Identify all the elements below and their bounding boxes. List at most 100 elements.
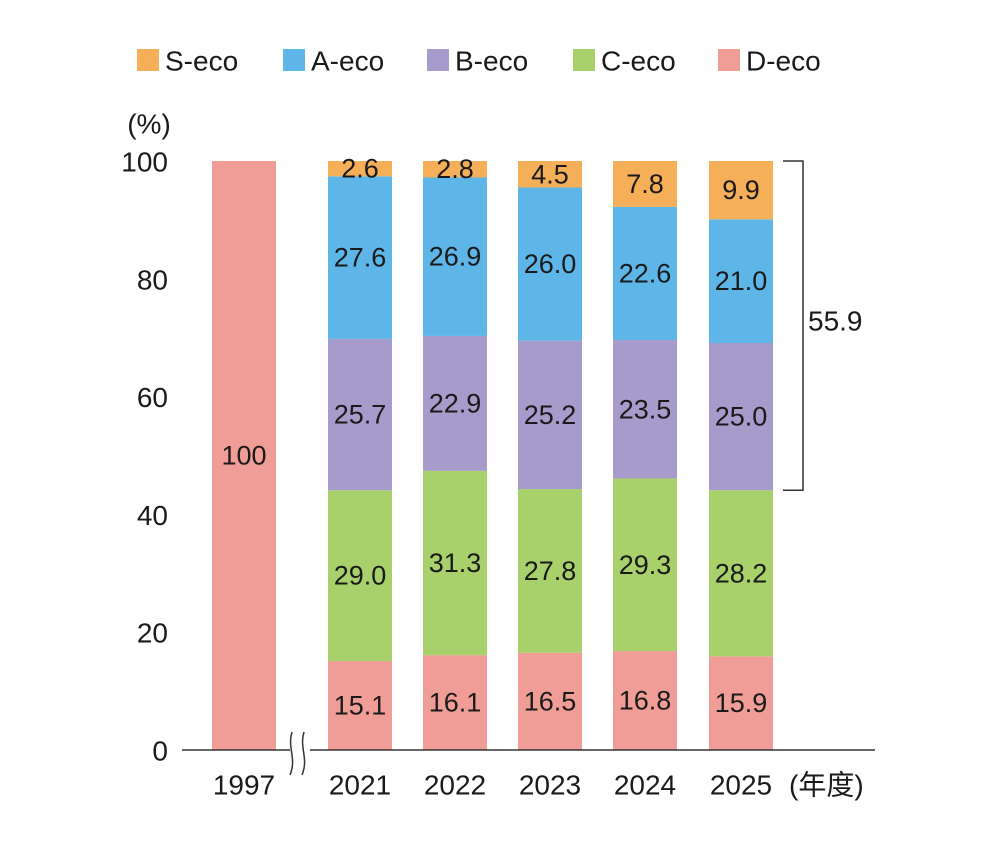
data-label: 28.2 <box>715 558 768 588</box>
data-label: 29.3 <box>619 550 672 580</box>
legend-item-b-eco: B-eco <box>427 46 528 77</box>
bar-2022: 16.1 31.3 22.9 26.9 2.8 <box>423 154 487 750</box>
bar-segment-s-eco <box>709 161 773 220</box>
data-label: 16.1 <box>429 688 482 718</box>
bar-segment-d-eco <box>613 651 677 750</box>
x-tick-label: 2025 <box>710 770 772 801</box>
bar-segment-a-eco <box>709 219 773 344</box>
data-label: 23.5 <box>619 394 672 424</box>
bar-segment-b-eco <box>518 340 582 490</box>
bar-segment-d-eco <box>328 661 392 750</box>
legend-label: C-eco <box>601 46 676 77</box>
annotations: 55.9 <box>783 160 863 492</box>
bar-segment-s-eco <box>423 161 487 178</box>
y-tick-label: 80 <box>137 264 168 295</box>
data-label: 29.0 <box>334 561 387 591</box>
bar-1997: 100 <box>212 161 276 750</box>
data-label: 15.1 <box>334 691 387 721</box>
legend-label: B-eco <box>455 46 528 77</box>
y-tick-label: 20 <box>137 618 168 649</box>
bar-segment-c-eco <box>423 470 487 656</box>
bar-2021: 15.1 29.0 25.7 27.6 2.6 <box>328 154 392 750</box>
legend-swatch <box>137 49 159 71</box>
y-axis-unit-label: (%) <box>127 109 171 140</box>
x-tick-label: 2022 <box>424 770 486 801</box>
bar-segment-c-eco <box>613 478 677 652</box>
x-tick-label: 1997 <box>213 770 275 801</box>
bar-segment-b-eco <box>709 343 773 491</box>
bar-segment-d-eco <box>212 161 276 750</box>
axis-break-gap <box>290 746 310 754</box>
bar-segment-c-eco <box>709 490 773 657</box>
y-axis: (%) 0 20 40 60 80 100 <box>121 109 170 767</box>
bars: 100 15.1 29.0 25.7 27.6 2.6 16.1 31.3 22.9 26.9 2.… <box>212 154 773 750</box>
bar-2025: 15.9 28.2 25.0 21.0 9.9 <box>709 161 773 750</box>
bar-segment-a-eco <box>423 177 487 336</box>
data-label: 25.0 <box>715 402 768 432</box>
bar-segment-d-eco <box>709 656 773 750</box>
data-label: 26.9 <box>429 242 482 272</box>
bar-segment-a-eco <box>518 187 582 341</box>
bar-2024: 16.8 29.3 23.5 22.6 7.8 <box>613 161 677 750</box>
data-label: 27.6 <box>334 243 387 273</box>
bar-2023: 16.5 27.8 25.2 26.0 4.5 <box>518 159 582 750</box>
x-tick-label: 2023 <box>519 770 581 801</box>
legend-swatch <box>283 49 305 71</box>
axis-break-mark <box>289 731 294 776</box>
bar-segment-b-eco <box>613 340 677 479</box>
data-label: 31.3 <box>429 548 482 578</box>
bar-segment-d-eco <box>423 655 487 750</box>
data-label: 22.6 <box>619 258 672 288</box>
data-label: 25.7 <box>334 400 387 430</box>
legend-label: S-eco <box>165 46 238 77</box>
data-label: 21.0 <box>715 266 768 296</box>
bar-segment-c-eco <box>518 489 582 653</box>
legend-item-c-eco: C-eco <box>573 46 676 77</box>
legend-label: A-eco <box>311 46 384 77</box>
data-label: 2.8 <box>436 154 474 184</box>
legend-item-d-eco: D-eco <box>718 46 821 77</box>
data-label: 22.9 <box>429 388 482 418</box>
y-tick-label: 40 <box>137 500 168 531</box>
legend-swatch <box>718 49 740 71</box>
data-label: 7.8 <box>626 169 664 199</box>
data-label: 25.2 <box>524 400 577 430</box>
data-label: 16.5 <box>524 686 577 716</box>
bar-segment-s-eco <box>328 161 392 177</box>
legend-swatch <box>573 49 595 71</box>
legend-item-a-eco: A-eco <box>283 46 384 77</box>
bracket-annotation: 55.9 <box>783 160 863 492</box>
data-label: 27.8 <box>524 556 577 586</box>
bar-segment-c-eco <box>328 490 392 662</box>
x-axis-unit-label: (年度) <box>789 770 864 801</box>
data-label: 16.8 <box>619 686 672 716</box>
bar-segment-d-eco <box>518 652 582 750</box>
legend-swatch <box>427 49 449 71</box>
data-label: 2.6 <box>341 154 379 184</box>
bar-segment-a-eco <box>613 206 677 341</box>
y-tick-label: 100 <box>121 147 168 178</box>
x-axis: 1997 2021 2022 2023 2024 2025 (年度) <box>182 731 875 801</box>
x-tick-label: 2021 <box>329 770 391 801</box>
legend: S-eco A-eco B-eco C-eco D-eco <box>137 46 821 77</box>
data-label: 100 <box>221 441 266 471</box>
data-label: 26.0 <box>524 249 577 279</box>
bracket-label: 55.9 <box>808 306 863 337</box>
axis-break-mark <box>301 731 306 776</box>
y-tick-label: 0 <box>152 736 168 767</box>
bar-segment-b-eco <box>423 335 487 471</box>
bar-segment-b-eco <box>328 338 392 491</box>
data-label: 4.5 <box>531 159 569 189</box>
legend-label: D-eco <box>746 46 821 77</box>
bar-segment-a-eco <box>328 176 392 339</box>
y-tick-label: 60 <box>137 382 168 413</box>
data-label: 9.9 <box>722 175 760 205</box>
data-label: 15.9 <box>715 688 768 718</box>
bracket-line <box>783 160 804 492</box>
legend-item-s-eco: S-eco <box>137 46 238 77</box>
bar-segment-s-eco <box>613 161 677 207</box>
bar-segment-s-eco <box>518 161 582 188</box>
x-tick-label: 2024 <box>614 770 676 801</box>
